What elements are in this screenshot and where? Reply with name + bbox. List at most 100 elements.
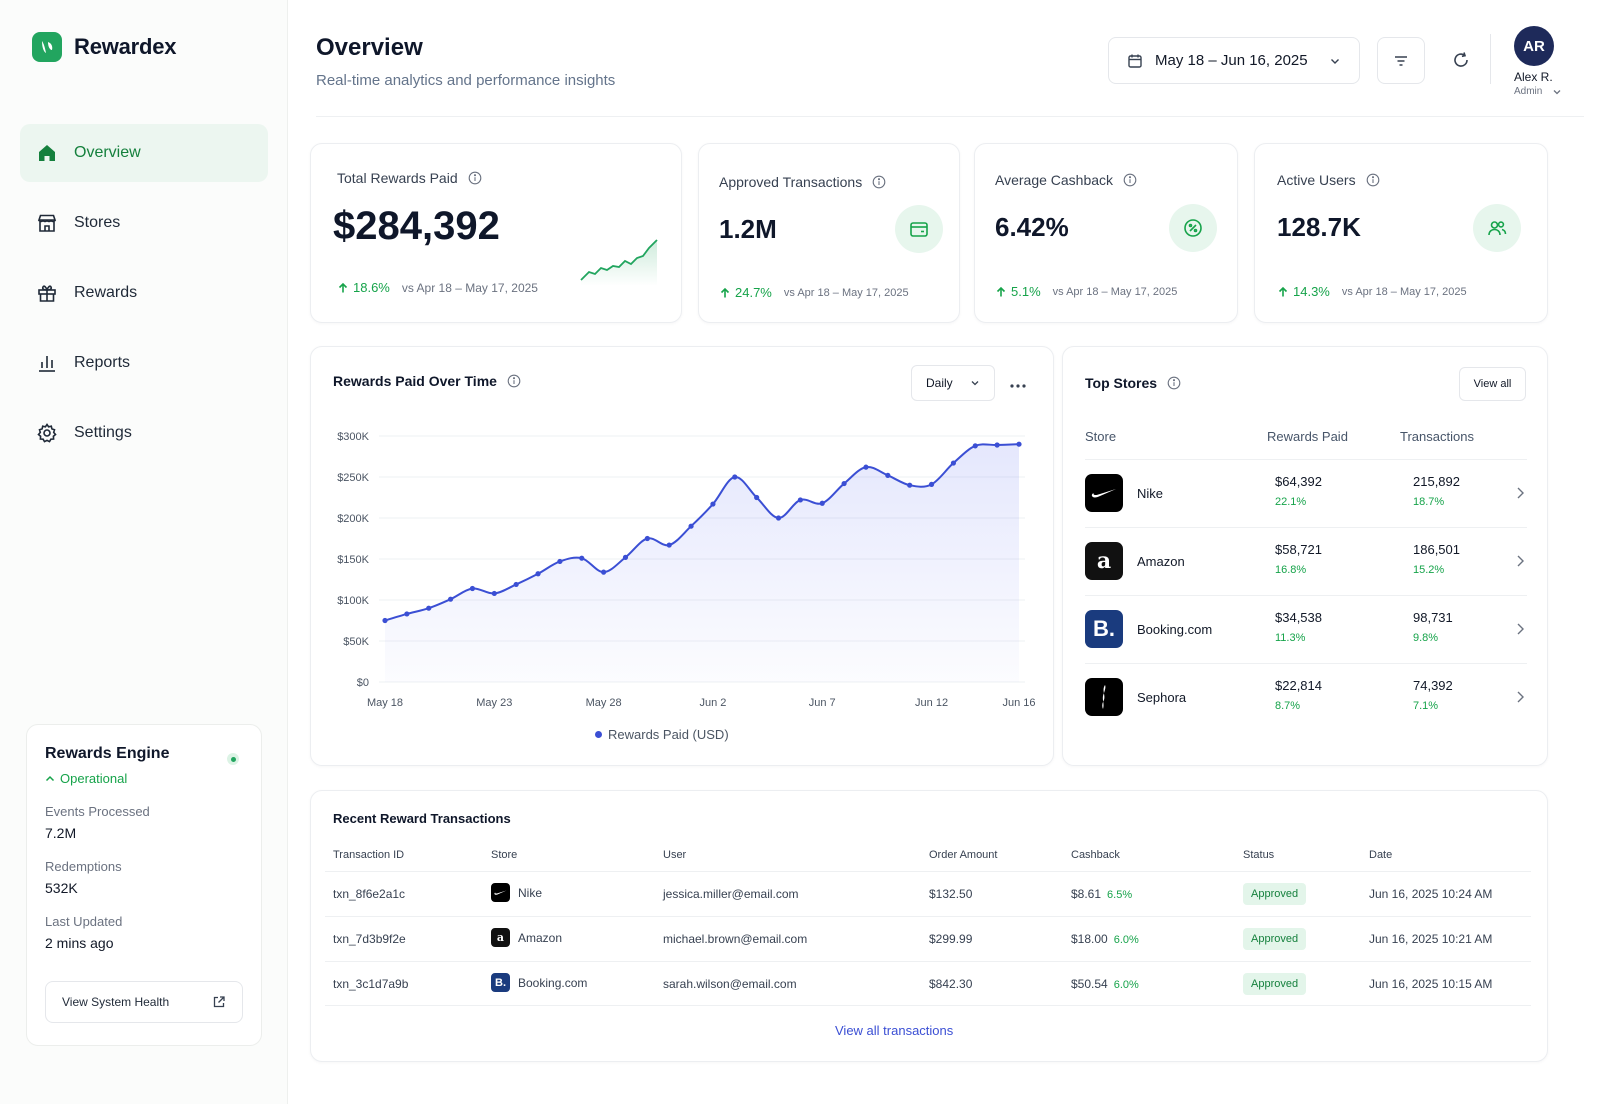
filter-button[interactable] <box>1377 37 1425 84</box>
info-icon[interactable] <box>468 171 482 185</box>
amazon-logo-icon: a <box>1085 542 1123 580</box>
nike-logo-icon <box>491 883 510 902</box>
more-options-button[interactable] <box>1009 373 1027 394</box>
rewards-pct: 22.1% <box>1275 496 1307 508</box>
kpi-delta-up: 18.6% <box>337 280 390 295</box>
bar-chart-icon <box>39 356 55 372</box>
chevron-up-icon <box>45 775 55 781</box>
data-point <box>754 494 760 501</box>
data-point <box>1016 441 1022 447</box>
data-point <box>404 611 410 617</box>
user-menu[interactable]: Admin <box>1514 86 1562 97</box>
store-name: Sephora <box>1137 690 1187 705</box>
arrow-up-icon <box>720 287 730 297</box>
kpi-delta: 24.7% vs Apr 18 – May 17, 2025 <box>719 285 909 300</box>
chevron-right-icon <box>1517 487 1524 499</box>
order-amount: $299.99 <box>929 932 973 946</box>
store-row-sephora[interactable]: Sephora $22,814 8.7% 74,392 7.1% <box>1085 663 1527 731</box>
x-tick-label: May 28 <box>586 697 622 709</box>
transaction-store: a Amazon <box>491 928 562 947</box>
users-icon <box>1473 204 1521 252</box>
sidebar-item-overview[interactable]: Overview <box>20 124 268 182</box>
gift-icon <box>38 285 56 302</box>
sidebar-item-stores[interactable]: Stores <box>20 194 268 252</box>
store-row-booking[interactable]: B. Booking.com $34,538 11.3% 98,731 9.8% <box>1085 595 1527 663</box>
store-name: Nike <box>1137 486 1164 501</box>
sidebar-item-rewards[interactable]: Rewards <box>20 264 268 322</box>
date-range-label: May 18 – Jun 16, 2025 <box>1155 52 1308 69</box>
main-content: Overview Real-time analytics and perform… <box>288 0 1600 1104</box>
info-icon[interactable] <box>872 175 886 189</box>
cashback: $8.61 6.5% <box>1071 887 1132 901</box>
refresh-button[interactable] <box>1446 45 1476 75</box>
arrow-up-icon <box>338 282 348 292</box>
brand[interactable]: Rewardex <box>32 32 177 62</box>
info-icon[interactable] <box>507 374 521 388</box>
column-header-store: Store <box>1085 429 1117 444</box>
cashback: $18.00 6.0% <box>1071 932 1139 946</box>
user-name: Alex R. <box>1514 70 1553 84</box>
rewards-paid: $34,538 <box>1275 610 1322 625</box>
sidebar-item-settings[interactable]: Settings <box>20 404 268 462</box>
kpi-label-text: Average Cashback <box>995 172 1114 188</box>
info-icon[interactable] <box>1167 376 1181 390</box>
x-tick-label: Jun 7 <box>809 697 836 709</box>
user-email: michael.brown@email.com <box>663 932 808 946</box>
view-all-transactions-link[interactable]: View all transactions <box>835 1023 954 1038</box>
x-tick-label: May 23 <box>476 697 512 709</box>
kpi-label: Approved Transactions <box>719 174 886 190</box>
calendar-icon <box>1128 54 1142 68</box>
x-tick-label: Jun 16 <box>1002 697 1035 709</box>
kpi-delta: 14.3% vs Apr 18 – May 17, 2025 <box>1277 284 1467 299</box>
info-icon[interactable] <box>1123 173 1137 187</box>
interval-label: Daily <box>926 376 953 390</box>
rewards-pct: 11.3% <box>1275 632 1306 644</box>
chevron-down-icon <box>1553 89 1561 94</box>
events-value: 7.2M <box>45 825 77 841</box>
rewards-paid: $22,814 <box>1275 678 1322 693</box>
column-header-date: Date <box>1369 849 1393 861</box>
view-system-health-button[interactable]: View System Health <box>45 981 243 1023</box>
interval-select[interactable]: Daily <box>911 365 995 401</box>
kpi-label: Total Rewards Paid <box>337 170 482 186</box>
kpi-delta-up: 5.1% <box>995 284 1041 299</box>
data-point <box>491 590 497 597</box>
y-tick-label: $200K <box>337 513 369 525</box>
legend-label: Rewards Paid (USD) <box>608 727 729 742</box>
engine-status: Operational <box>45 771 243 786</box>
column-header-transactions: Transactions <box>1400 429 1474 444</box>
header-separator <box>316 116 1584 117</box>
store-row-amazon[interactable]: a Amazon $58,721 16.8% 186,501 15.2% <box>1085 527 1527 595</box>
data-point <box>622 554 629 560</box>
status-badge: Approved <box>1243 928 1307 950</box>
sidebar-item-reports[interactable]: Reports <box>20 334 268 392</box>
kpi-label: Active Users <box>1277 172 1380 188</box>
percent-icon <box>1169 204 1217 252</box>
data-point <box>644 535 650 542</box>
top-stores-title-text: Top Stores <box>1085 375 1158 391</box>
kpi-card-approved-transactions: Approved Transactions 1.2M 24.7% vs Apr … <box>698 143 960 323</box>
column-header-status: Status <box>1243 849 1275 861</box>
table-row[interactable]: txn_3c1d7a9b B. Booking.com sarah.wilson… <box>325 961 1531 1006</box>
order-amount: $132.50 <box>929 887 973 901</box>
store-row-nike[interactable]: Nike $64,392 22.1% 215,892 18.7% <box>1085 459 1527 527</box>
transaction-id: txn_3c1d7a9b <box>333 977 409 991</box>
view-system-health-label: View System Health <box>62 995 170 1009</box>
kpi-delta-up: 24.7% <box>719 285 772 300</box>
events-label: Events Processed <box>45 804 150 819</box>
view-all-stores-button[interactable]: View all <box>1459 367 1526 401</box>
avatar[interactable]: AR <box>1514 26 1554 66</box>
kpi-value: 1.2M <box>719 214 777 244</box>
cashback-amount: $8.61 <box>1071 887 1102 901</box>
external-link-icon <box>213 996 225 1008</box>
date-range-picker[interactable]: May 18 – Jun 16, 2025 <box>1108 37 1360 84</box>
x-tick-label: May 18 <box>367 697 403 709</box>
redemptions-label: Redemptions <box>45 859 122 874</box>
nike-logo-icon <box>1085 474 1123 512</box>
info-icon[interactable] <box>1366 173 1380 187</box>
brand-name: Rewardex <box>74 34 177 59</box>
data-point <box>819 500 825 506</box>
table-row[interactable]: txn_7d3b9f2e a Amazon michael.brown@emai… <box>325 916 1531 961</box>
more-horizontal-icon <box>1010 384 1026 388</box>
table-row[interactable]: txn_8f6e2a1c Nike jessica.miller@email.c… <box>325 871 1531 916</box>
